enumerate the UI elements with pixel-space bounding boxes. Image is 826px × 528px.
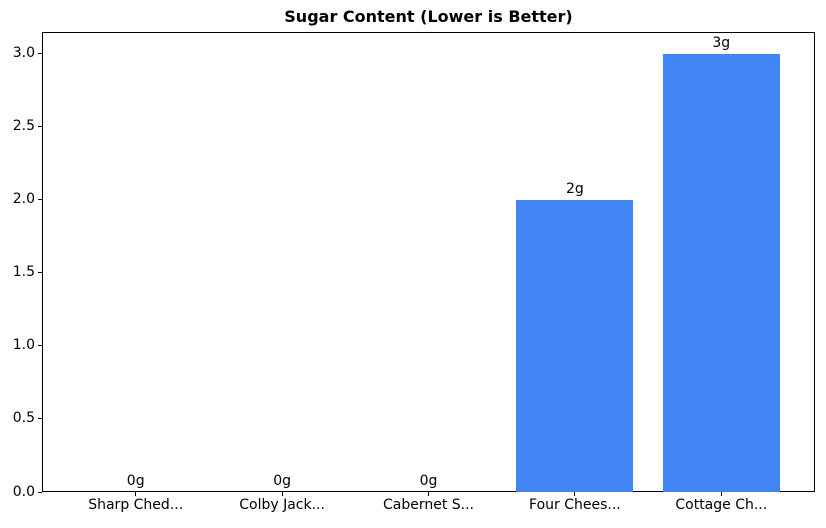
y-tick <box>38 491 42 493</box>
y-tick-label: 3.0 <box>12 45 35 62</box>
x-tick <box>281 492 283 496</box>
bar-value-label: 3g <box>712 34 731 51</box>
x-tick <box>135 492 137 496</box>
y-tick-label: 1.0 <box>12 337 35 354</box>
x-tick <box>428 492 429 496</box>
x-tick-label: Sharp Ched... <box>88 497 184 513</box>
y-tick-label: 1.5 <box>12 264 35 281</box>
x-tick-label: Colby Jack... <box>239 497 325 513</box>
bar-value-label: 2g <box>565 180 584 197</box>
y-tick-label: 0.0 <box>12 483 35 500</box>
y-tick <box>38 272 42 274</box>
bar-value-label: 0g <box>419 473 438 489</box>
bar-value-label: 0g <box>273 473 291 489</box>
y-tick <box>38 199 42 201</box>
y-tick-label: 2.5 <box>12 118 35 135</box>
y-tick <box>38 126 42 128</box>
bar <box>662 53 780 492</box>
y-tick-label: 0.5 <box>12 410 35 427</box>
y-tick <box>38 418 42 420</box>
y-tick-label: 2.0 <box>12 191 35 208</box>
x-tick-label: Cabernet S... <box>382 497 475 513</box>
x-tick-label: Four Chees... <box>529 497 621 513</box>
y-tick <box>38 53 42 55</box>
y-tick <box>38 345 42 347</box>
bar <box>516 199 634 492</box>
chart-title: Sugar Content (Lower is Better) <box>284 7 573 26</box>
x-tick <box>720 492 722 496</box>
bar-value-label: 0g <box>126 473 145 489</box>
x-tick-label: Cottage Ch... <box>675 497 768 513</box>
x-tick <box>574 492 576 496</box>
